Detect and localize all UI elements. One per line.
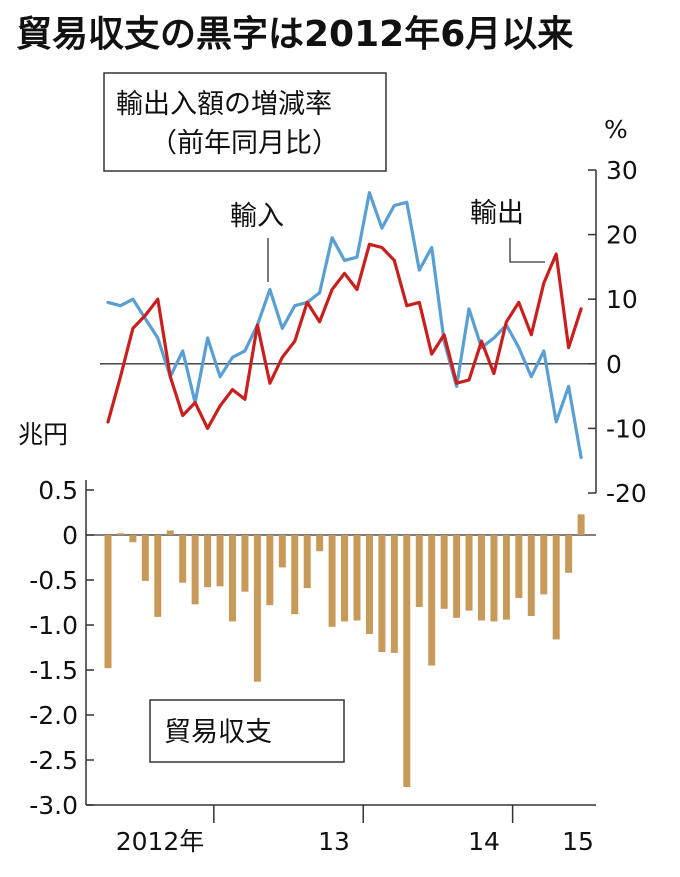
bar [316, 535, 324, 552]
x-tick-label: 15 [562, 827, 594, 856]
left-y-tick-label: -1.0 [29, 611, 78, 640]
bar [378, 535, 386, 652]
bar [253, 535, 261, 682]
bar [415, 535, 423, 607]
bar [341, 535, 349, 622]
bar [191, 535, 199, 605]
right-y-tick-label: -10 [606, 414, 647, 443]
left-y-tick-label: 0.5 [38, 476, 78, 505]
bar [204, 535, 212, 588]
box-sublabel: （前年同月比） [150, 128, 339, 159]
chart-title: 貿易収支の黒字は2012年6月以来 [16, 14, 573, 55]
bar [403, 535, 411, 787]
bar [502, 535, 510, 620]
bar-unit-label: 兆円 [18, 420, 68, 449]
right-y-tick-label: 10 [606, 285, 638, 314]
bar [490, 535, 498, 622]
bar [266, 535, 274, 606]
right-y-tick-label: 20 [606, 221, 638, 250]
bar [129, 535, 137, 543]
right-y-tick-label: 0 [606, 350, 622, 379]
bar [154, 535, 162, 617]
series-label-leader [509, 238, 545, 263]
bar [229, 535, 236, 622]
series-label: 輸入 [230, 201, 284, 232]
right-y-tick-label: 30 [606, 156, 638, 185]
bar [453, 535, 461, 618]
bar [540, 535, 548, 595]
bar [166, 530, 174, 535]
left-y-tick-label: -1.5 [29, 656, 78, 685]
left-y-tick-label: -2.5 [29, 746, 78, 775]
bar [515, 535, 523, 598]
left-y-tick-label: -0.5 [29, 566, 78, 595]
series-label: 輸出 [470, 198, 524, 229]
bar [390, 535, 398, 653]
bar [116, 533, 124, 535]
bar [565, 535, 573, 573]
bar [440, 535, 448, 609]
bar [104, 535, 112, 669]
bar [428, 535, 436, 666]
bar [328, 535, 336, 627]
x-tick-label: 2012年 [116, 827, 205, 856]
series-line [106, 191, 583, 460]
left-y-tick-label: 0 [62, 521, 78, 550]
bar [141, 535, 149, 581]
bar [478, 535, 485, 621]
bar-label-box [149, 699, 345, 763]
bar [465, 535, 473, 611]
bar [278, 535, 286, 568]
bar [241, 535, 249, 592]
bar [353, 535, 361, 621]
left-y-tick-label: -2.0 [29, 701, 78, 730]
bar [291, 535, 299, 615]
bar [365, 535, 373, 634]
legend-box [103, 72, 387, 172]
box-label: 輸出入額の増減率 [116, 89, 332, 120]
line-unit-label: % [604, 115, 628, 144]
bar [552, 535, 560, 640]
bar [577, 514, 585, 535]
bar [216, 535, 224, 587]
bar [303, 535, 311, 589]
bar [179, 535, 187, 583]
left-y-tick-label: -3.0 [29, 791, 78, 820]
series-line [106, 242, 583, 430]
bar [527, 535, 535, 616]
x-tick-label: 13 [318, 827, 350, 856]
x-tick-label: 14 [468, 827, 500, 856]
bar-label: 貿易収支 [164, 717, 272, 748]
right-y-tick-label: -20 [606, 479, 647, 508]
